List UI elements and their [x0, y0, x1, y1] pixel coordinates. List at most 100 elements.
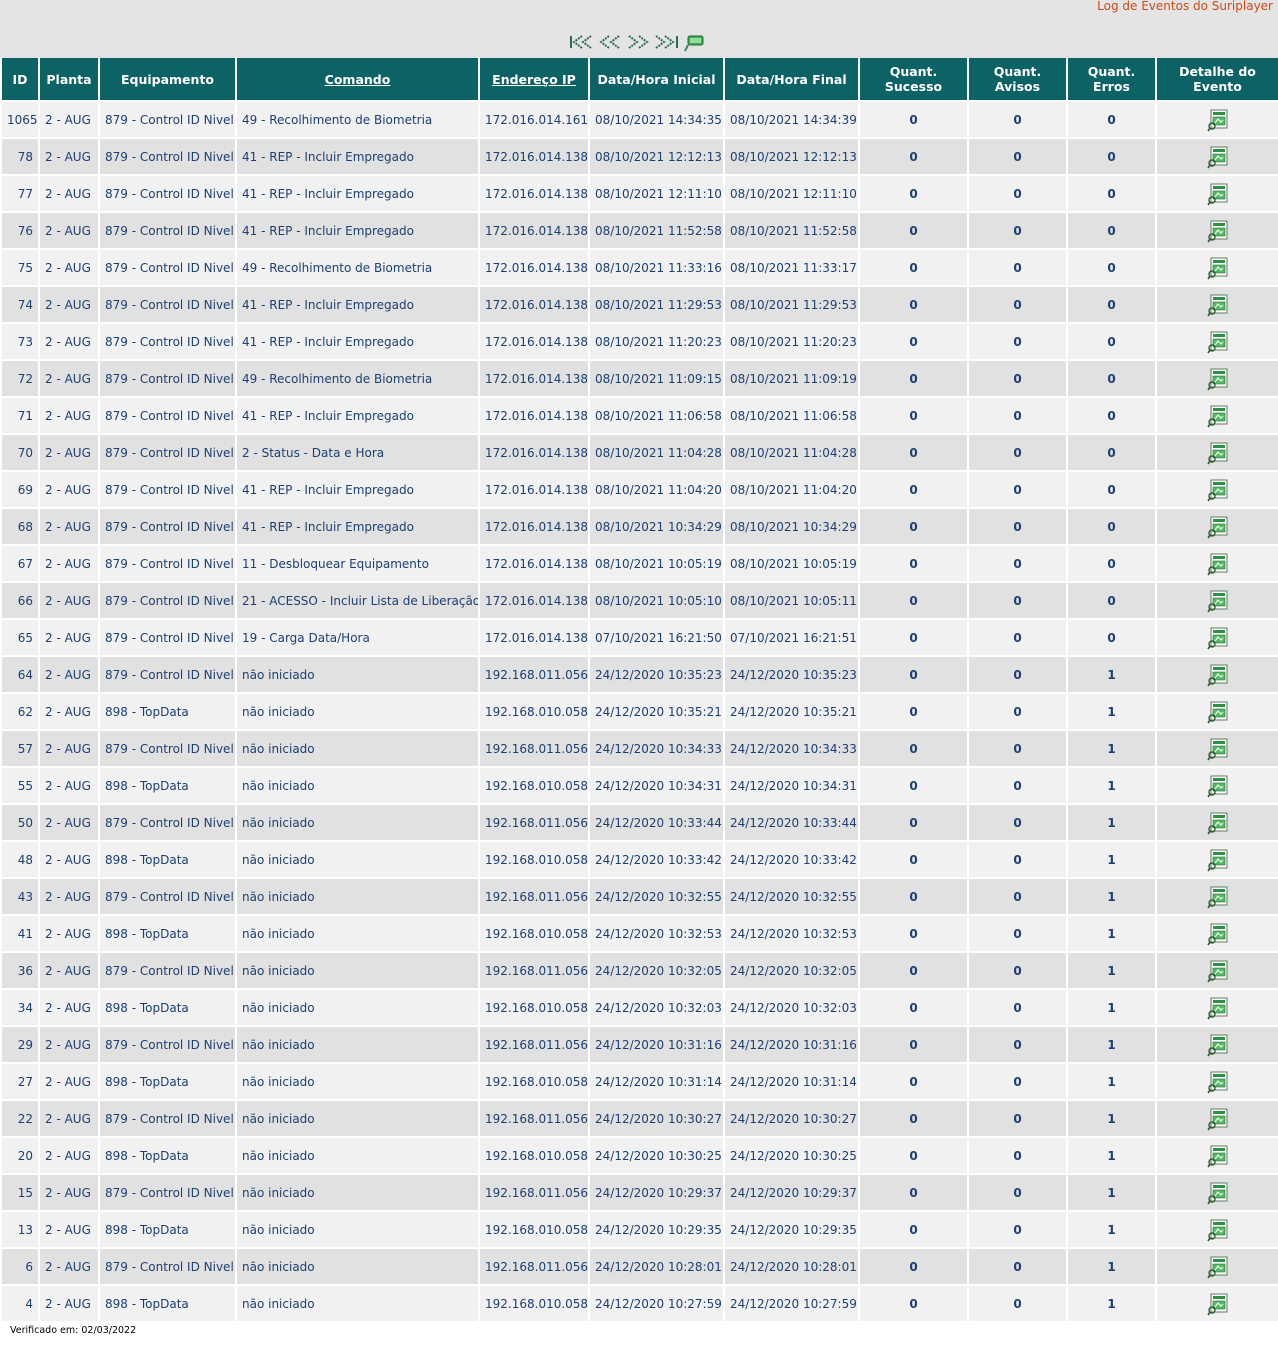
event-detail-icon[interactable]	[1206, 1144, 1230, 1168]
event-detail-icon[interactable]	[1206, 1181, 1230, 1205]
cell-id: 29	[0, 1025, 40, 1064]
cell-id: 34	[0, 988, 40, 1027]
cell-data-hora-inicial: 08/10/2021 11:09:15	[588, 359, 725, 398]
cell-quant-erros: 0	[1066, 396, 1157, 435]
cell-endereco-ip: 172.016.014.138	[478, 433, 590, 472]
cell-endereco-ip: 192.168.010.058	[478, 1136, 590, 1175]
top-bar: Log de Eventos do Suriplayer	[0, 0, 1278, 58]
event-detail-icon[interactable]	[1206, 219, 1230, 243]
table-row: 72 2 - AUG 879 - Control ID Nivel 49 - Reco…	[0, 359, 1278, 398]
cell-planta: 2 - AUG	[38, 211, 100, 250]
event-detail-icon[interactable]	[1206, 256, 1230, 280]
cell-quant-avisos: 0	[967, 507, 1068, 546]
event-detail-icon[interactable]	[1206, 737, 1230, 761]
column-header-comando[interactable]: Comando	[235, 58, 480, 102]
cell-comando: não iniciado	[235, 1136, 480, 1175]
cell-quant-sucesso: 0	[858, 618, 969, 657]
cell-detalhe-evento	[1155, 137, 1278, 176]
cell-equipamento: 879 - Control ID Nivel	[98, 803, 237, 842]
cell-comando: 49 - Recolhimento de Biometria	[235, 248, 480, 287]
cell-equipamento: 879 - Control ID Nivel	[98, 544, 237, 583]
cell-comando: não iniciado	[235, 766, 480, 805]
column-header-data-hora-final: Data/Hora Final	[723, 58, 860, 102]
cell-data-hora-final: 08/10/2021 11:29:53	[723, 285, 860, 324]
event-detail-icon[interactable]	[1206, 182, 1230, 206]
cell-planta: 2 - AUG	[38, 581, 100, 620]
cell-comando: não iniciado	[235, 1025, 480, 1064]
cell-detalhe-evento	[1155, 285, 1278, 324]
event-detail-icon[interactable]	[1206, 293, 1230, 317]
cell-detalhe-evento	[1155, 1025, 1278, 1064]
event-detail-icon[interactable]	[1206, 367, 1230, 391]
cell-id: 50	[0, 803, 40, 842]
cell-planta: 2 - AUG	[38, 1099, 100, 1138]
cell-planta: 2 - AUG	[38, 100, 100, 139]
cell-data-hora-inicial: 08/10/2021 11:33:16	[588, 248, 725, 287]
next-page-icon[interactable]	[625, 34, 651, 50]
cell-quant-avisos: 0	[967, 655, 1068, 694]
event-detail-icon[interactable]	[1206, 663, 1230, 687]
previous-page-icon[interactable]	[597, 34, 623, 50]
event-detail-icon[interactable]	[1206, 552, 1230, 576]
event-detail-icon[interactable]	[1206, 700, 1230, 724]
event-detail-icon[interactable]	[1206, 626, 1230, 650]
event-detail-icon[interactable]	[1206, 1292, 1230, 1316]
cell-id: 72	[0, 359, 40, 398]
cell-endereco-ip: 172.016.014.138	[478, 359, 590, 398]
cell-id: 73	[0, 322, 40, 361]
event-detail-icon[interactable]	[1206, 515, 1230, 539]
event-detail-icon[interactable]	[1206, 330, 1230, 354]
cell-planta: 2 - AUG	[38, 951, 100, 990]
event-detail-icon[interactable]	[1206, 589, 1230, 613]
event-detail-icon[interactable]	[1206, 1255, 1230, 1279]
cell-comando: não iniciado	[235, 803, 480, 842]
cell-quant-erros: 0	[1066, 137, 1157, 176]
event-log-link[interactable]: Log de Eventos do Suriplayer	[1097, 0, 1273, 13]
cell-quant-avisos: 0	[967, 1099, 1068, 1138]
sort-link-comando[interactable]: Comando	[324, 71, 391, 87]
cell-equipamento: 898 - TopData	[98, 914, 237, 953]
event-detail-icon[interactable]	[1206, 922, 1230, 946]
event-detail-icon[interactable]	[1206, 1070, 1230, 1094]
cell-quant-avisos: 0	[967, 211, 1068, 250]
cell-comando: não iniciado	[235, 1247, 480, 1286]
cell-equipamento: 898 - TopData	[98, 692, 237, 731]
cell-data-hora-final: 24/12/2020 10:34:31	[723, 766, 860, 805]
cell-id: 20	[0, 1136, 40, 1175]
cell-endereco-ip: 192.168.011.056	[478, 655, 590, 694]
cell-data-hora-inicial: 24/12/2020 10:27:59	[588, 1284, 725, 1323]
last-page-icon[interactable]	[653, 34, 679, 50]
cell-id: 66	[0, 581, 40, 620]
cell-data-hora-inicial: 08/10/2021 11:04:20	[588, 470, 725, 509]
refresh-icon[interactable]	[681, 32, 705, 52]
event-detail-icon[interactable]	[1206, 811, 1230, 835]
event-detail-icon[interactable]	[1206, 885, 1230, 909]
event-detail-icon[interactable]	[1206, 1033, 1230, 1057]
sort-link-endereco-ip[interactable]: Endereço IP	[492, 71, 576, 87]
event-detail-icon[interactable]	[1206, 478, 1230, 502]
event-detail-icon[interactable]	[1206, 108, 1230, 132]
cell-equipamento: 879 - Control ID Nivel	[98, 1025, 237, 1064]
event-detail-icon[interactable]	[1206, 404, 1230, 428]
event-detail-icon[interactable]	[1206, 774, 1230, 798]
first-page-icon[interactable]	[569, 34, 595, 50]
cell-id: 67	[0, 544, 40, 583]
cell-quant-sucesso: 0	[858, 507, 969, 546]
cell-comando: 41 - REP - Incluir Empregado	[235, 322, 480, 361]
event-detail-icon[interactable]	[1206, 441, 1230, 465]
cell-planta: 2 - AUG	[38, 137, 100, 176]
cell-quant-erros: 1	[1066, 692, 1157, 731]
event-detail-icon[interactable]	[1206, 1218, 1230, 1242]
event-detail-icon[interactable]	[1206, 959, 1230, 983]
cell-quant-erros: 0	[1066, 544, 1157, 583]
cell-quant-erros: 0	[1066, 285, 1157, 324]
column-header-endereco-ip[interactable]: Endereço IP	[478, 58, 590, 102]
cell-quant-avisos: 0	[967, 1136, 1068, 1175]
event-detail-icon[interactable]	[1206, 1107, 1230, 1131]
event-detail-icon[interactable]	[1206, 145, 1230, 169]
cell-endereco-ip: 192.168.011.056	[478, 729, 590, 768]
event-detail-icon[interactable]	[1206, 996, 1230, 1020]
cell-equipamento: 879 - Control ID Nivel	[98, 581, 237, 620]
event-detail-icon[interactable]	[1206, 848, 1230, 872]
cell-comando: não iniciado	[235, 1062, 480, 1101]
